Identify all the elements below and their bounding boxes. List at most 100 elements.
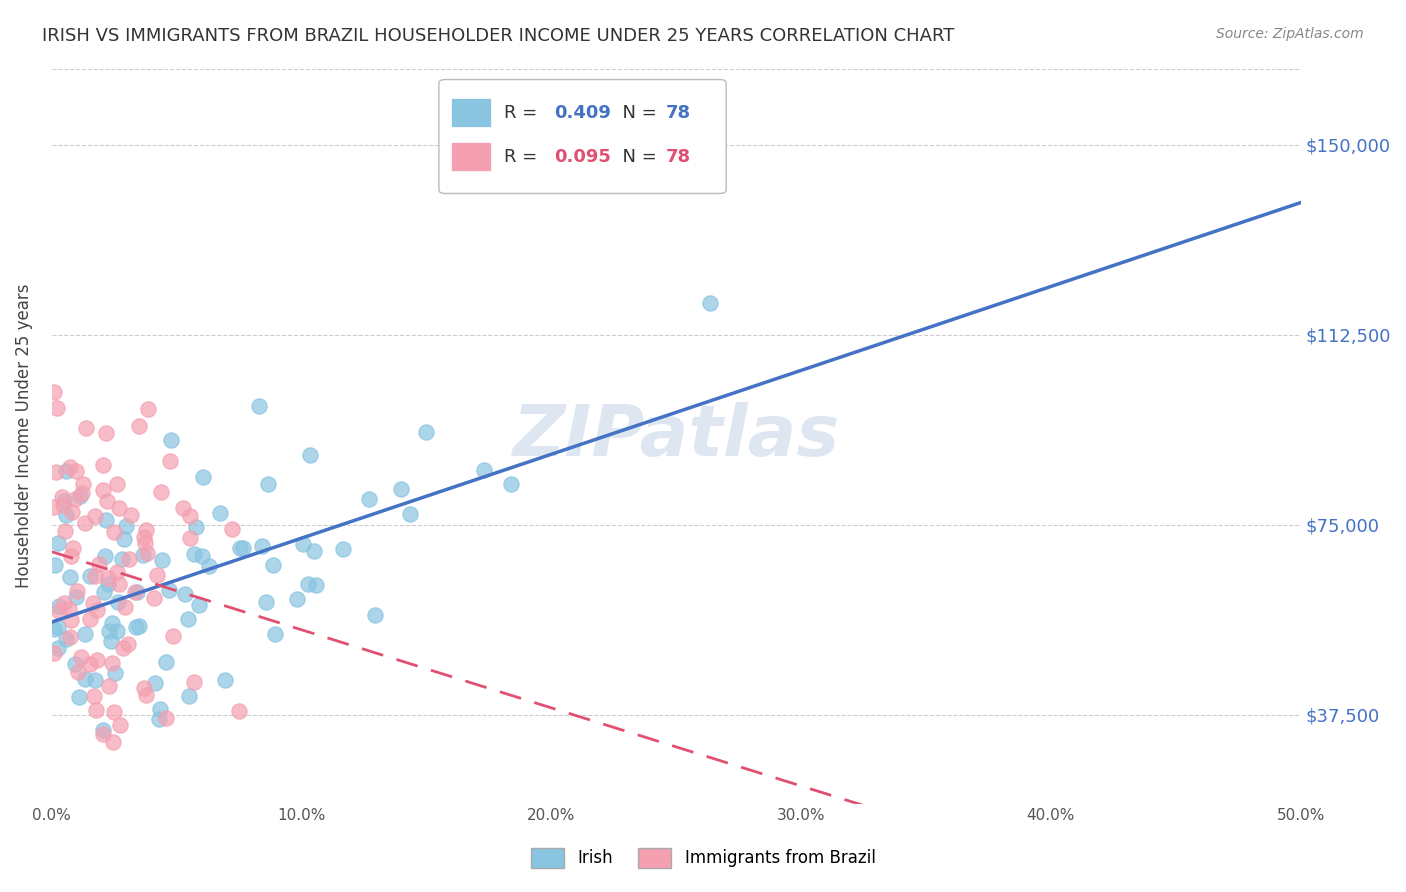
Text: ZIPatlas: ZIPatlas (513, 401, 839, 471)
Point (93, 584, 115, 599)
Point (120, 508, 142, 522)
Point (44, 623, 66, 637)
Point (183, 547, 205, 561)
Point (107, 476, 129, 491)
Point (107, 576, 129, 591)
Y-axis label: Householder Income Under 25 years: Householder Income Under 25 years (15, 284, 32, 589)
Point (82, 596, 104, 610)
Point (188, 598, 211, 612)
Point (84, 569, 107, 583)
Point (67, 665, 90, 679)
Point (149, 484, 172, 499)
Point (232, 541, 254, 555)
Point (72, 476, 94, 491)
Point (97, 571, 120, 585)
Point (101, 656, 124, 670)
Point (93, 723, 115, 737)
Point (262, 558, 284, 572)
Point (62, 541, 84, 556)
Point (247, 399, 270, 413)
Point (70, 650, 93, 665)
Point (179, 531, 201, 545)
Point (44, 646, 66, 660)
Point (63, 491, 86, 506)
Point (128, 418, 150, 433)
Text: Source: ZipAtlas.com: Source: ZipAtlas.com (1216, 27, 1364, 41)
Point (105, 624, 128, 638)
Point (44, 384, 66, 399)
Text: IRISH VS IMMIGRANTS FROM BRAZIL HOUSEHOLDER INCOME UNDER 25 YEARS CORRELATION CH: IRISH VS IMMIGRANTS FROM BRAZIL HOUSEHOL… (42, 27, 955, 45)
Point (117, 637, 139, 651)
Point (86, 603, 108, 617)
Point (148, 713, 170, 727)
Point (101, 616, 124, 631)
Text: R =: R = (503, 103, 543, 121)
Point (252, 540, 274, 554)
Point (66, 584, 89, 599)
Point (79, 657, 101, 671)
Point (83, 689, 105, 703)
Point (59, 459, 82, 474)
Point (73, 516, 96, 531)
Point (59, 630, 82, 644)
Point (183, 675, 205, 690)
Point (63, 657, 86, 672)
Text: 0.095: 0.095 (554, 148, 610, 166)
Point (70, 485, 93, 500)
Point (108, 717, 131, 731)
Legend: Irish, Immigrants from Brazil: Irish, Immigrants from Brazil (524, 841, 882, 875)
Point (53, 596, 76, 610)
Point (214, 673, 236, 688)
Point (69, 489, 91, 503)
Text: N =: N = (612, 148, 662, 166)
Point (285, 592, 308, 607)
Point (363, 608, 385, 623)
Text: 78: 78 (666, 148, 692, 166)
Point (55, 508, 77, 523)
Point (474, 463, 496, 477)
Point (58, 602, 80, 616)
Point (53, 524, 76, 538)
Point (65, 464, 87, 478)
Point (98, 624, 121, 638)
Point (73, 627, 96, 641)
Point (115, 518, 138, 533)
Point (100, 634, 122, 648)
Point (60, 506, 83, 520)
FancyBboxPatch shape (451, 98, 491, 128)
Point (111, 640, 134, 655)
Point (157, 583, 180, 598)
Point (132, 548, 155, 562)
Point (86, 653, 108, 667)
Point (48, 640, 70, 655)
Text: 78: 78 (666, 103, 692, 121)
Point (79, 612, 101, 626)
Point (48, 599, 70, 613)
Text: 0.409: 0.409 (554, 103, 610, 121)
FancyBboxPatch shape (439, 79, 725, 194)
Point (107, 595, 129, 609)
Point (699, 295, 721, 310)
Point (86, 703, 108, 717)
Point (111, 552, 134, 566)
Point (59, 570, 82, 584)
Point (60, 613, 83, 627)
Point (112, 533, 135, 547)
Point (228, 541, 250, 555)
Point (155, 711, 177, 725)
Point (149, 701, 172, 715)
Point (104, 665, 127, 680)
Point (399, 507, 422, 521)
Point (97, 577, 120, 591)
Point (162, 630, 184, 644)
Point (83, 509, 105, 524)
Point (132, 681, 155, 696)
Point (159, 454, 181, 468)
Point (65, 590, 87, 604)
Point (501, 477, 523, 491)
Point (46, 401, 69, 415)
Point (96, 513, 118, 527)
Point (184, 520, 207, 534)
Point (298, 448, 321, 462)
Point (221, 522, 243, 536)
